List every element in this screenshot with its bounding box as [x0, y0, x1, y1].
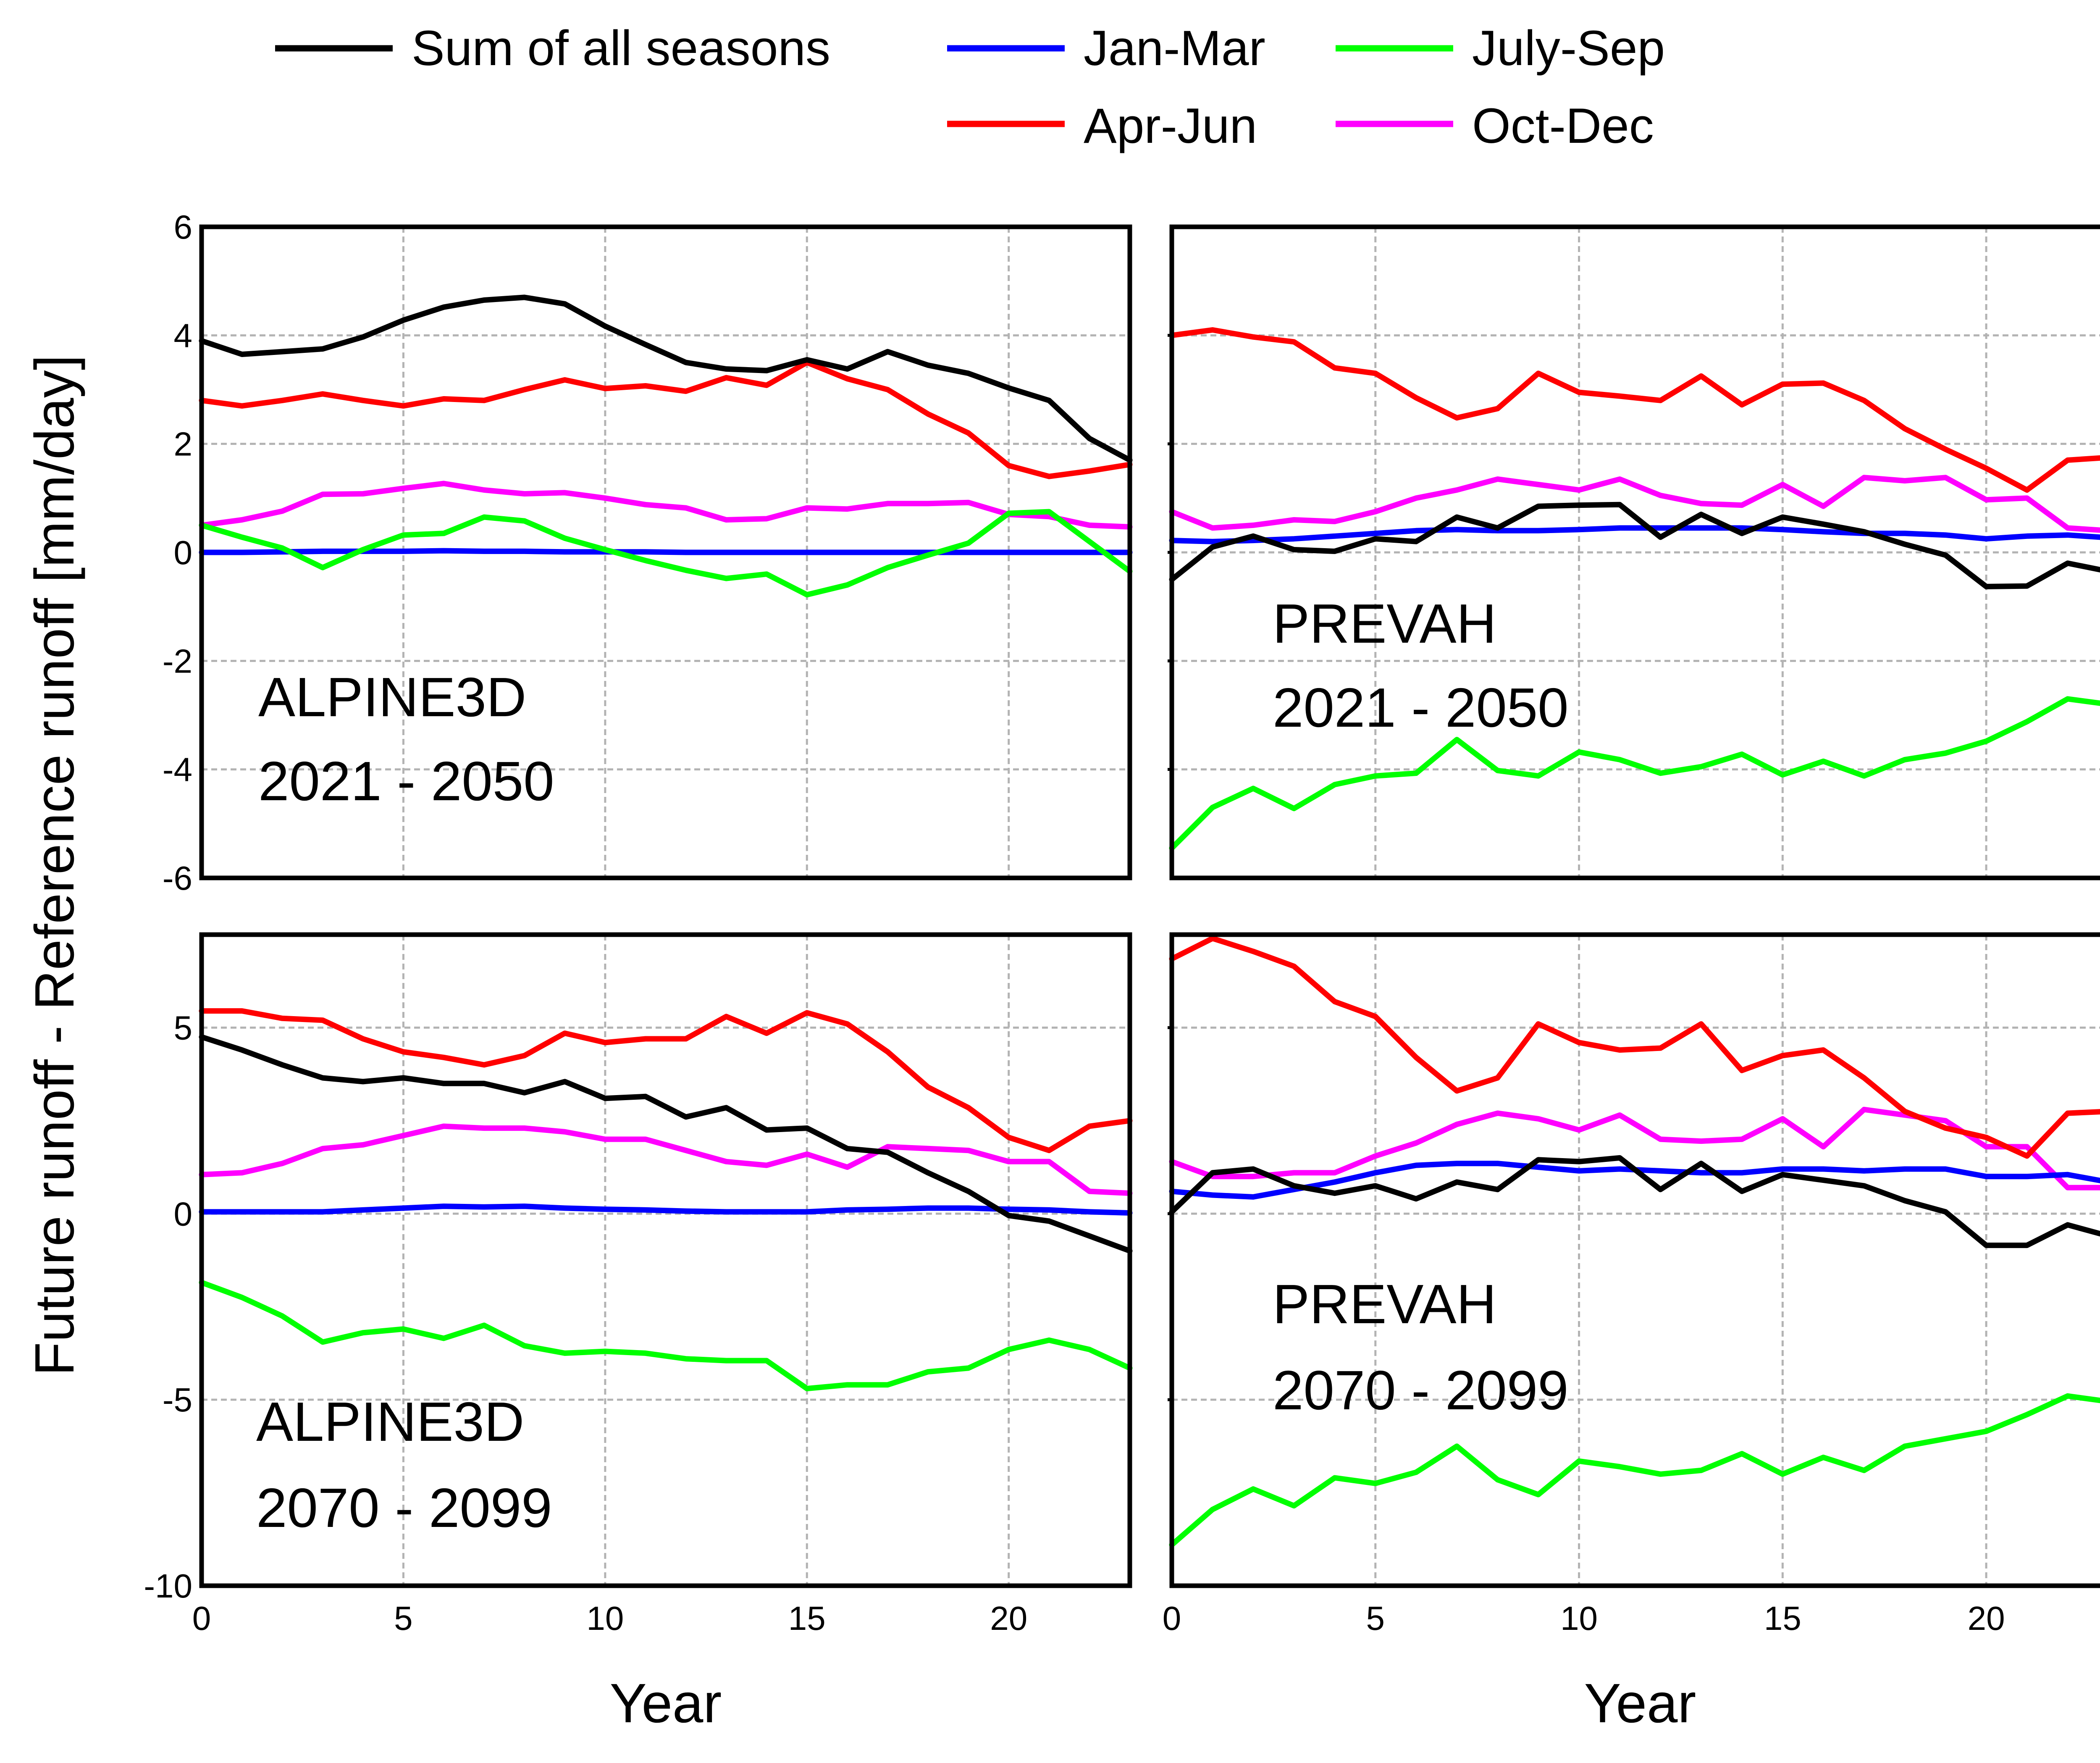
- series-line-aprjun: [1169, 935, 2100, 1159]
- y-tick-label: -6: [163, 859, 192, 897]
- legend-label-janmar: Jan-Mar: [1084, 21, 1265, 76]
- plot-frame: [199, 932, 1132, 1588]
- legend-label-julsep: July-Sep: [1472, 21, 1665, 76]
- y-tick-label: 0: [174, 1195, 193, 1232]
- y-tick-label: 2: [174, 426, 193, 463]
- series-line-sum: [1169, 502, 2100, 589]
- y-tick-label: -10: [144, 1567, 192, 1605]
- series-line-octdec: [1169, 475, 2100, 533]
- x-tick-label: 0: [1163, 1600, 1181, 1637]
- legend-label-octdec: Oct-Dec: [1472, 98, 1654, 154]
- x-tick-label: 20: [990, 1600, 1027, 1637]
- series-line-janmar: [1169, 1161, 2100, 1200]
- panel-model-label: ALPINE3D: [258, 666, 526, 728]
- series-line-sum: [199, 1034, 1133, 1254]
- panel-prevah-2021-2050: PREVAH 2021 - 2050: [1168, 224, 2100, 880]
- series-line-sum: [1169, 1155, 2100, 1248]
- y-tick-label: -5: [163, 1381, 192, 1419]
- legend: Sum of all seasons Jan-Mar July-Sep Apr-…: [275, 21, 1665, 154]
- panel-model-label: PREVAH: [1273, 593, 1496, 654]
- y-tick-label: -4: [163, 751, 192, 788]
- plot-frame: [199, 224, 1132, 880]
- x-axis-label: Year: [1584, 1672, 1696, 1734]
- x-tick-label: 5: [394, 1600, 413, 1637]
- series-line-octdec: [199, 1123, 1133, 1196]
- legend-label-sum: Sum of all seasons: [412, 21, 830, 76]
- series-line-octdec: [1169, 1106, 2100, 1190]
- panel-period-label: 2070 - 2099: [256, 1477, 552, 1539]
- series-line-janmar: [1169, 525, 2100, 544]
- series-line-sum: [199, 294, 1133, 463]
- panel-period-label: 2021 - 2050: [258, 750, 554, 812]
- panel-period-label: 2021 - 2050: [1273, 677, 1569, 738]
- series-line-octdec: [199, 481, 1133, 530]
- series-line-julsep: [199, 509, 1133, 598]
- panel-alpine3d-2070-2099: -10 -5 0 5 0 5 10 15 20 Year ALPINE3D 2070 - 2099: [144, 932, 1133, 1734]
- x-tick-label: 20: [1968, 1600, 2005, 1637]
- series-line-julsep: [199, 1280, 1133, 1392]
- y-tick-label: 6: [174, 208, 193, 246]
- series-line-julsep: [1169, 696, 2100, 851]
- panel-alpine3d-2021-2050: -6 -4 -2 0 2 4 6 ALPINE3D 2021 - 2050: [163, 208, 1133, 897]
- panel-model-label: PREVAH: [1273, 1273, 1496, 1335]
- plot-frame: [1169, 932, 2100, 1588]
- x-tick-label: 5: [1366, 1600, 1385, 1637]
- x-axis-label: Year: [610, 1672, 722, 1734]
- x-tick-label: 0: [192, 1600, 211, 1637]
- panel-period-label: 2070 - 2099: [1273, 1359, 1569, 1421]
- panel-prevah-2070-2099: 0 5 10 15 20 Year PREVAH 2070 - 2099: [1163, 932, 2100, 1734]
- y-tick-label: 4: [174, 317, 193, 354]
- panel-model-label: ALPINE3D: [256, 1391, 524, 1453]
- series-line-janmar: [199, 1203, 1133, 1216]
- series-line-aprjun: [1169, 327, 2100, 493]
- x-tick-label: 15: [788, 1600, 826, 1637]
- y-axis-label: Future runoff - Reference runoff [mm/day…: [24, 355, 85, 1376]
- x-tick-label: 15: [1764, 1600, 1801, 1637]
- series-line-aprjun: [199, 360, 1133, 479]
- series-line-aprjun: [199, 1008, 1133, 1153]
- series-line-janmar: [199, 548, 1133, 555]
- y-tick-label: 0: [174, 534, 193, 571]
- y-tick-label: 5: [174, 1009, 193, 1046]
- y-tick-label: -2: [163, 642, 192, 680]
- series-line-julsep: [1169, 1393, 2100, 1548]
- x-tick-label: 10: [1560, 1600, 1598, 1637]
- x-tick-label: 10: [586, 1600, 624, 1637]
- legend-label-aprjun: Apr-Jun: [1084, 98, 1257, 154]
